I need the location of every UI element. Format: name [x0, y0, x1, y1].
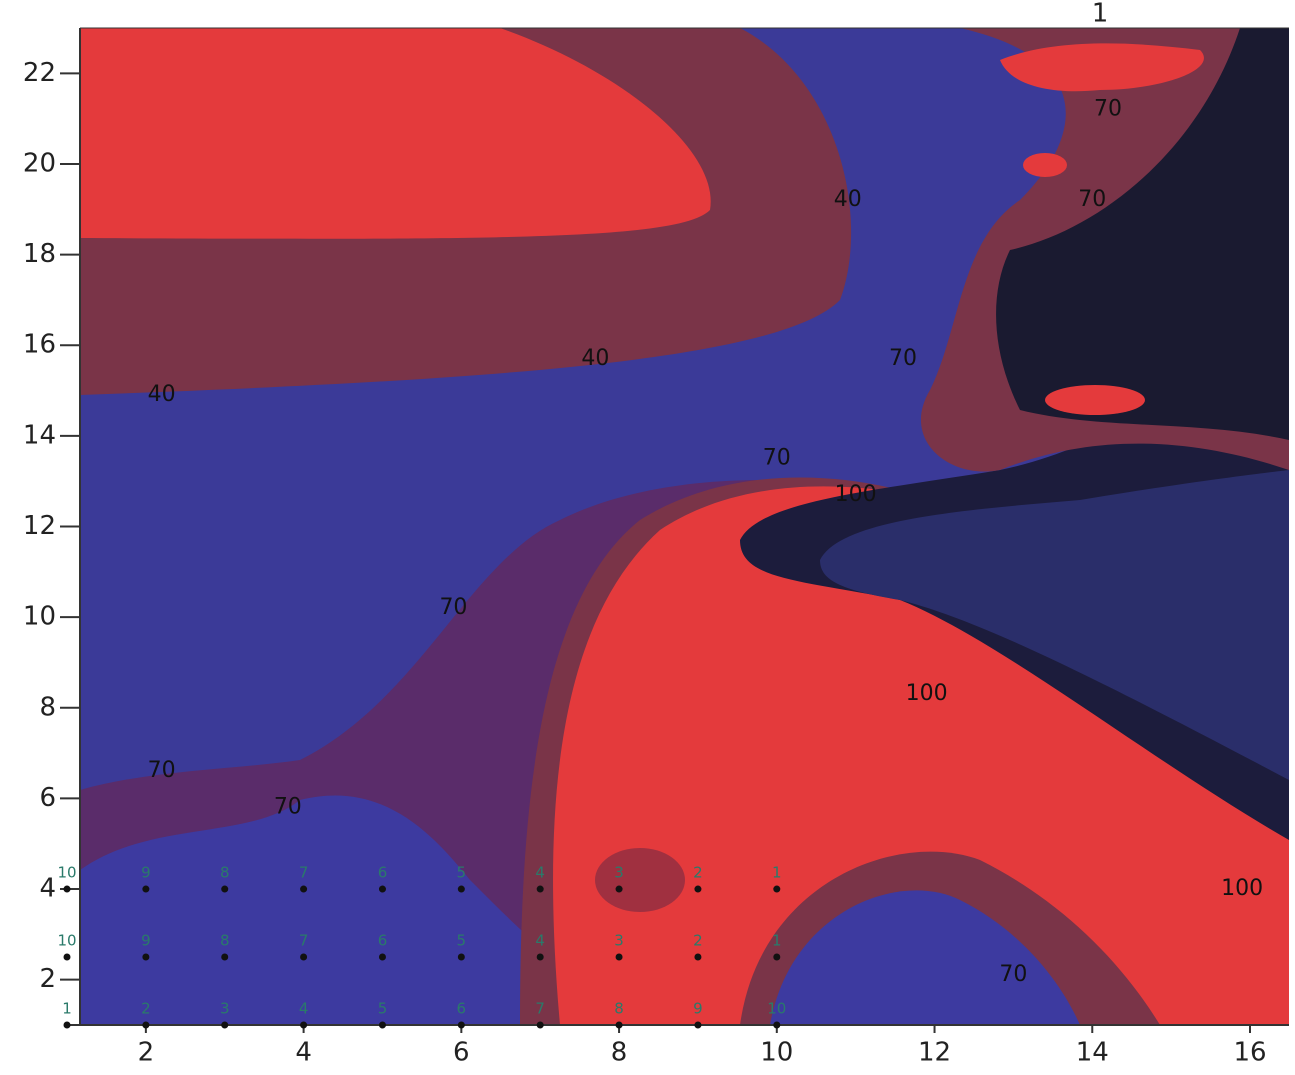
station-label: 7 — [535, 1000, 545, 1018]
station-label: 8 — [220, 932, 230, 950]
y-tick-label: 12 — [23, 511, 56, 541]
station-label: 6 — [378, 932, 388, 950]
station — [142, 1021, 150, 1029]
y-tick-label: 14 — [23, 420, 56, 450]
station — [773, 953, 781, 961]
station — [536, 885, 544, 893]
contour-label: 70 — [999, 962, 1027, 987]
contour-label: 70 — [889, 346, 917, 371]
station-label: 3 — [614, 864, 624, 882]
x-tick-label: 16 — [1233, 1038, 1266, 1068]
station — [300, 1021, 308, 1029]
y-tick-label: 4 — [39, 874, 56, 904]
y-tick-label: 10 — [23, 602, 56, 632]
contour-label: 40 — [834, 187, 862, 212]
x-tick-label: 6 — [453, 1038, 470, 1068]
x-tick-label: 2 — [138, 1038, 155, 1068]
station — [457, 885, 465, 893]
station-label: 4 — [299, 1000, 309, 1018]
contour-label: 100 — [906, 681, 948, 706]
station-label: 4 — [535, 864, 545, 882]
contour-label: 100 — [1221, 876, 1263, 901]
y-tick-label: 16 — [23, 330, 56, 360]
station — [142, 885, 150, 893]
contour-label: 70 — [1094, 97, 1122, 122]
x-tick-label: 8 — [611, 1038, 628, 1068]
contour-label: 70 — [148, 758, 176, 783]
station-label: 2 — [141, 1000, 151, 1018]
station-label: 5 — [457, 932, 467, 950]
station — [615, 953, 623, 961]
station — [615, 885, 623, 893]
station — [694, 953, 702, 961]
station-label: 5 — [457, 864, 467, 882]
station-label: 3 — [614, 932, 624, 950]
contour-fill — [80, 28, 1289, 1025]
station-label: 4 — [535, 932, 545, 950]
contour-label: 40 — [581, 346, 609, 371]
station-label: 1 — [772, 932, 782, 950]
station — [615, 1021, 623, 1029]
contour-label: 70 — [1078, 187, 1106, 212]
contour-label: 70 — [763, 446, 791, 471]
station-label: 1 — [772, 864, 782, 882]
contour-label: 70 — [439, 595, 467, 620]
station — [300, 953, 308, 961]
station — [221, 953, 229, 961]
station-label: 6 — [457, 1000, 467, 1018]
y-tick-label: 6 — [39, 783, 56, 813]
y-tick-label: 8 — [39, 692, 56, 722]
station — [63, 1021, 71, 1029]
station — [142, 953, 150, 961]
station — [221, 885, 229, 893]
y-tick-label: 18 — [23, 239, 56, 269]
station — [536, 953, 544, 961]
station — [694, 1021, 702, 1029]
station-label: 8 — [614, 1000, 624, 1018]
x-tick-label: 14 — [1076, 1038, 1109, 1068]
x-tick-label: 12 — [918, 1038, 951, 1068]
station-label: 9 — [141, 864, 151, 882]
station-label: 8 — [220, 864, 230, 882]
contour-label: 70 — [274, 794, 302, 819]
contour-label: 100 — [835, 482, 877, 507]
contour-label: 40 — [148, 382, 176, 407]
x-tick-label: 10 — [760, 1038, 793, 1068]
station — [63, 953, 71, 961]
y-tick-label: 22 — [23, 58, 56, 88]
station-label: 2 — [693, 864, 703, 882]
station — [773, 1021, 781, 1029]
y-tick-label: 2 — [39, 964, 56, 994]
station-label: 6 — [378, 864, 388, 882]
station — [457, 1021, 465, 1029]
station-label: 5 — [378, 1000, 388, 1018]
station — [300, 885, 308, 893]
station — [378, 953, 386, 961]
station — [378, 885, 386, 893]
station-label: 10 — [57, 932, 76, 950]
top-label: 1 — [1092, 0, 1109, 29]
x-tick-label: 4 — [295, 1038, 312, 1068]
station — [773, 885, 781, 893]
station-label: 9 — [141, 932, 151, 950]
station-label: 7 — [299, 932, 309, 950]
y-tick-label: 20 — [23, 148, 56, 178]
station — [221, 1021, 229, 1029]
station — [378, 1021, 386, 1029]
station-label: 2 — [693, 932, 703, 950]
station-label: 10 — [57, 864, 76, 882]
station — [694, 885, 702, 893]
station-label: 1 — [62, 1000, 72, 1018]
station-label: 9 — [693, 1000, 703, 1018]
station-label: 3 — [220, 1000, 230, 1018]
station — [63, 885, 71, 893]
station-label: 7 — [299, 864, 309, 882]
station-label: 10 — [767, 1000, 786, 1018]
station — [536, 1021, 544, 1029]
station — [457, 953, 465, 961]
